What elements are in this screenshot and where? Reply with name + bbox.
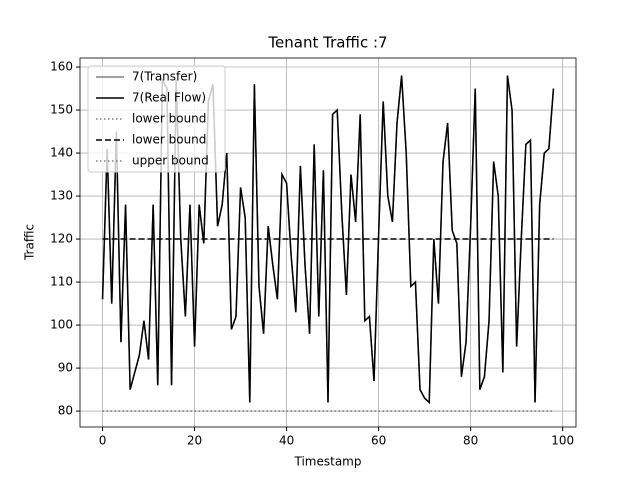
x-tick-label: 20 bbox=[187, 434, 202, 448]
x-tick-label: 60 bbox=[371, 434, 386, 448]
legend-label: lower bound bbox=[132, 133, 206, 147]
y-axis-label: Traffic bbox=[23, 224, 37, 261]
legend-box bbox=[87, 65, 226, 173]
y-tick-label: 80 bbox=[58, 404, 73, 418]
x-tick-label: 80 bbox=[463, 434, 478, 448]
x-axis-label: Timestamp bbox=[294, 455, 362, 469]
y-tick-label: 100 bbox=[50, 318, 73, 332]
legend-label: 7(Transfer) bbox=[132, 70, 197, 84]
legend-label: lower bound bbox=[132, 112, 206, 126]
y-tick-label: 120 bbox=[50, 232, 73, 246]
x-tick-label: 100 bbox=[551, 434, 574, 448]
y-tick-label: 90 bbox=[58, 361, 73, 375]
y-tick-label: 150 bbox=[50, 103, 73, 117]
x-tick-label: 40 bbox=[279, 434, 294, 448]
y-tick-label: 130 bbox=[50, 189, 73, 203]
y-tick-label: 140 bbox=[50, 146, 73, 160]
chart-title: Tenant Traffic :7 bbox=[267, 34, 387, 52]
legend-label: 7(Real Flow) bbox=[132, 91, 206, 105]
y-tick-label: 110 bbox=[50, 275, 73, 289]
legend-label: upper bound bbox=[132, 154, 209, 168]
x-tick-label: 0 bbox=[99, 434, 107, 448]
y-tick-label: 160 bbox=[50, 60, 73, 74]
plot-frame bbox=[79, 57, 577, 428]
